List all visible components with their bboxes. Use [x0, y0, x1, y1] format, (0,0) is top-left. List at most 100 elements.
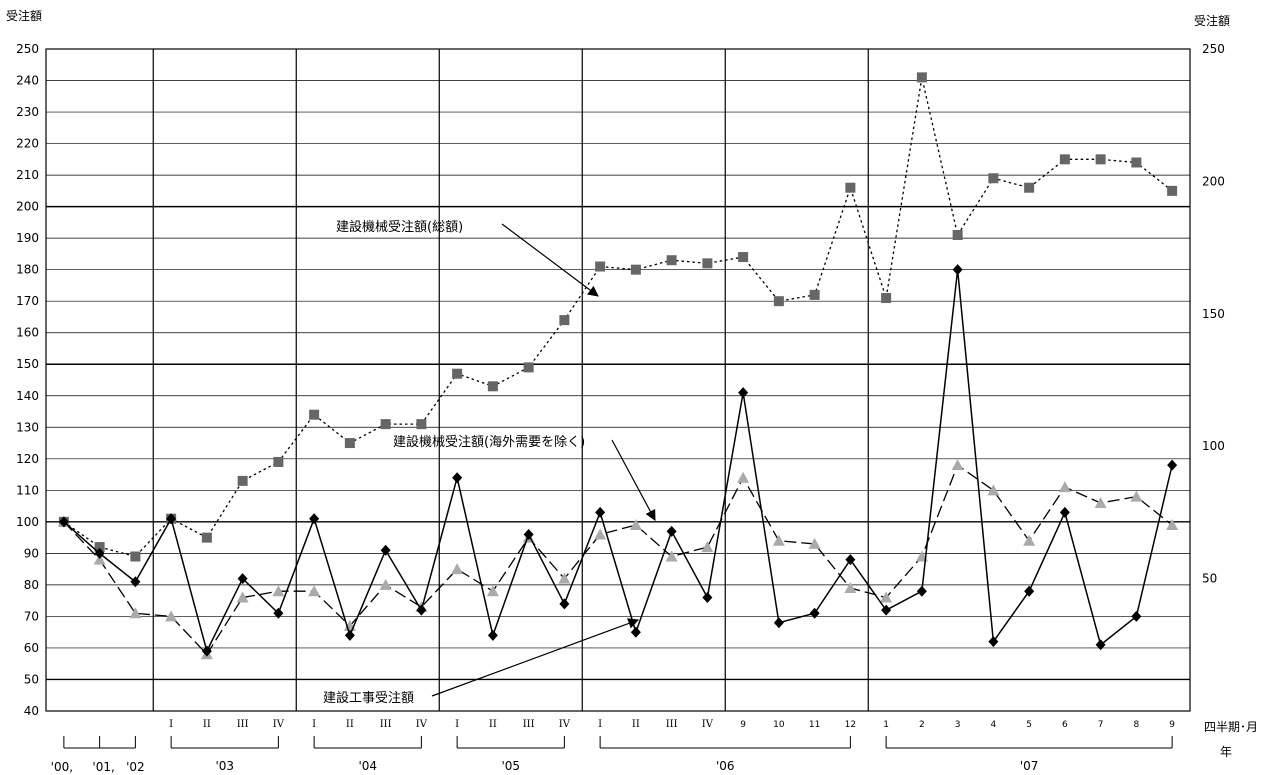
arrow-excl-overseas: [611, 439, 656, 521]
point-2-8: [344, 629, 355, 641]
point-0-31: [1167, 185, 1178, 196]
point-1-6: [272, 585, 285, 597]
annotation-total: 建設機械受注額(総額): [336, 219, 463, 235]
chart-grid: [45, 48, 1191, 712]
left-tick-180: 180: [16, 263, 39, 277]
year-label-7: '07: [1020, 759, 1039, 773]
point-2-15: [595, 506, 606, 518]
year-label-3: '03: [215, 759, 234, 773]
year-label-6: '06: [716, 759, 735, 773]
annotations: [431, 223, 656, 697]
x-tick-27: 5: [1026, 720, 1032, 730]
year-label-0: '00,: [51, 760, 73, 774]
point-1-11: [451, 563, 464, 575]
point-0-9: [380, 419, 391, 430]
year-label-2: '02: [126, 760, 145, 774]
point-2-9: [380, 544, 391, 556]
point-0-20: [773, 296, 784, 307]
annotation-construction: 建設工事受注額: [323, 690, 414, 706]
x-tick-7: I: [312, 719, 316, 730]
year-label-4: '04: [358, 759, 377, 773]
point-2-6: [273, 607, 284, 619]
point-2-25: [952, 264, 963, 276]
point-2-5: [237, 573, 248, 585]
right-tick-100: 100: [1202, 439, 1225, 453]
point-0-8: [344, 438, 355, 449]
annotation-excl-overseas: 建設機械受注額(海外需要を除く): [393, 434, 585, 450]
left-tick-210: 210: [16, 168, 39, 182]
point-2-3: [166, 513, 177, 525]
arrow-total: [501, 223, 599, 297]
point-1-19: [737, 471, 750, 483]
point-0-17: [666, 255, 677, 266]
point-1-31: [1166, 519, 1179, 531]
left-tick-140: 140: [16, 389, 39, 403]
point-1-12: [486, 585, 499, 597]
right-tick-50: 50: [1202, 572, 1217, 586]
left-tick-100: 100: [16, 515, 39, 529]
point-1-1: [93, 553, 106, 565]
point-0-6: [273, 456, 284, 467]
point-1-15: [594, 528, 607, 540]
left-tick-110: 110: [16, 483, 39, 497]
x-axis-title: 四半期･月: [1204, 720, 1258, 734]
x-tick-20: 10: [773, 720, 785, 730]
point-1-17: [665, 550, 678, 562]
point-0-5: [237, 475, 248, 486]
point-1-5: [236, 591, 249, 603]
point-0-13: [523, 362, 534, 373]
left-tick-70: 70: [24, 609, 39, 623]
point-2-14: [559, 598, 570, 610]
left-tick-80: 80: [24, 578, 39, 592]
point-0-18: [702, 258, 713, 269]
point-1-29: [1094, 496, 1107, 508]
point-2-27: [1024, 585, 1035, 597]
arrow-construction: [431, 618, 640, 697]
x-tick-31: 9: [1169, 720, 1175, 730]
point-0-25: [952, 229, 963, 240]
point-2-12: [487, 629, 498, 641]
right-tick-250: 250: [1202, 42, 1225, 56]
point-0-11: [452, 368, 463, 379]
point-0-2: [130, 551, 141, 562]
year-axis-title: 年: [1220, 745, 1232, 759]
x-tick-13: III: [523, 719, 535, 730]
right-tick-150: 150: [1202, 307, 1225, 321]
point-2-28: [1059, 506, 1070, 518]
point-0-23: [881, 293, 892, 304]
x-tick-6: IV: [273, 719, 285, 730]
x-tick-17: III: [666, 719, 678, 730]
point-0-27: [1024, 182, 1035, 193]
point-2-24: [916, 585, 927, 597]
point-1-20: [772, 534, 785, 546]
left-tick-60: 60: [24, 641, 39, 655]
point-1-26: [987, 484, 1000, 496]
x-tick-15: I: [598, 719, 602, 730]
x-tick-28: 6: [1062, 720, 1068, 730]
point-2-31: [1167, 459, 1178, 471]
point-0-15: [595, 261, 606, 272]
year-label-1: '01,: [92, 760, 114, 774]
left-tick-200: 200: [16, 200, 39, 214]
point-2-0: [58, 516, 69, 528]
x-tick-16: II: [632, 719, 640, 730]
x-tick-22: 12: [845, 720, 856, 730]
point-1-21: [808, 537, 821, 549]
point-0-19: [738, 252, 749, 263]
left-tick-240: 240: [16, 74, 39, 88]
point-2-1: [94, 547, 105, 559]
left-tick-130: 130: [16, 420, 39, 434]
x-tick-5: III: [237, 719, 249, 730]
point-2-10: [416, 604, 427, 616]
left-tick-50: 50: [24, 672, 39, 686]
x-tick-10: IV: [416, 719, 428, 730]
point-2-7: [309, 513, 320, 525]
x-tick-23: 1: [883, 720, 889, 730]
year-label-5: '05: [501, 759, 520, 773]
point-1-16: [629, 519, 642, 531]
point-0-22: [845, 182, 856, 193]
point-2-26: [988, 636, 999, 648]
left-tick-250: 250: [16, 42, 39, 56]
left-tick-40: 40: [24, 704, 39, 718]
x-tick-25: 3: [955, 720, 961, 730]
